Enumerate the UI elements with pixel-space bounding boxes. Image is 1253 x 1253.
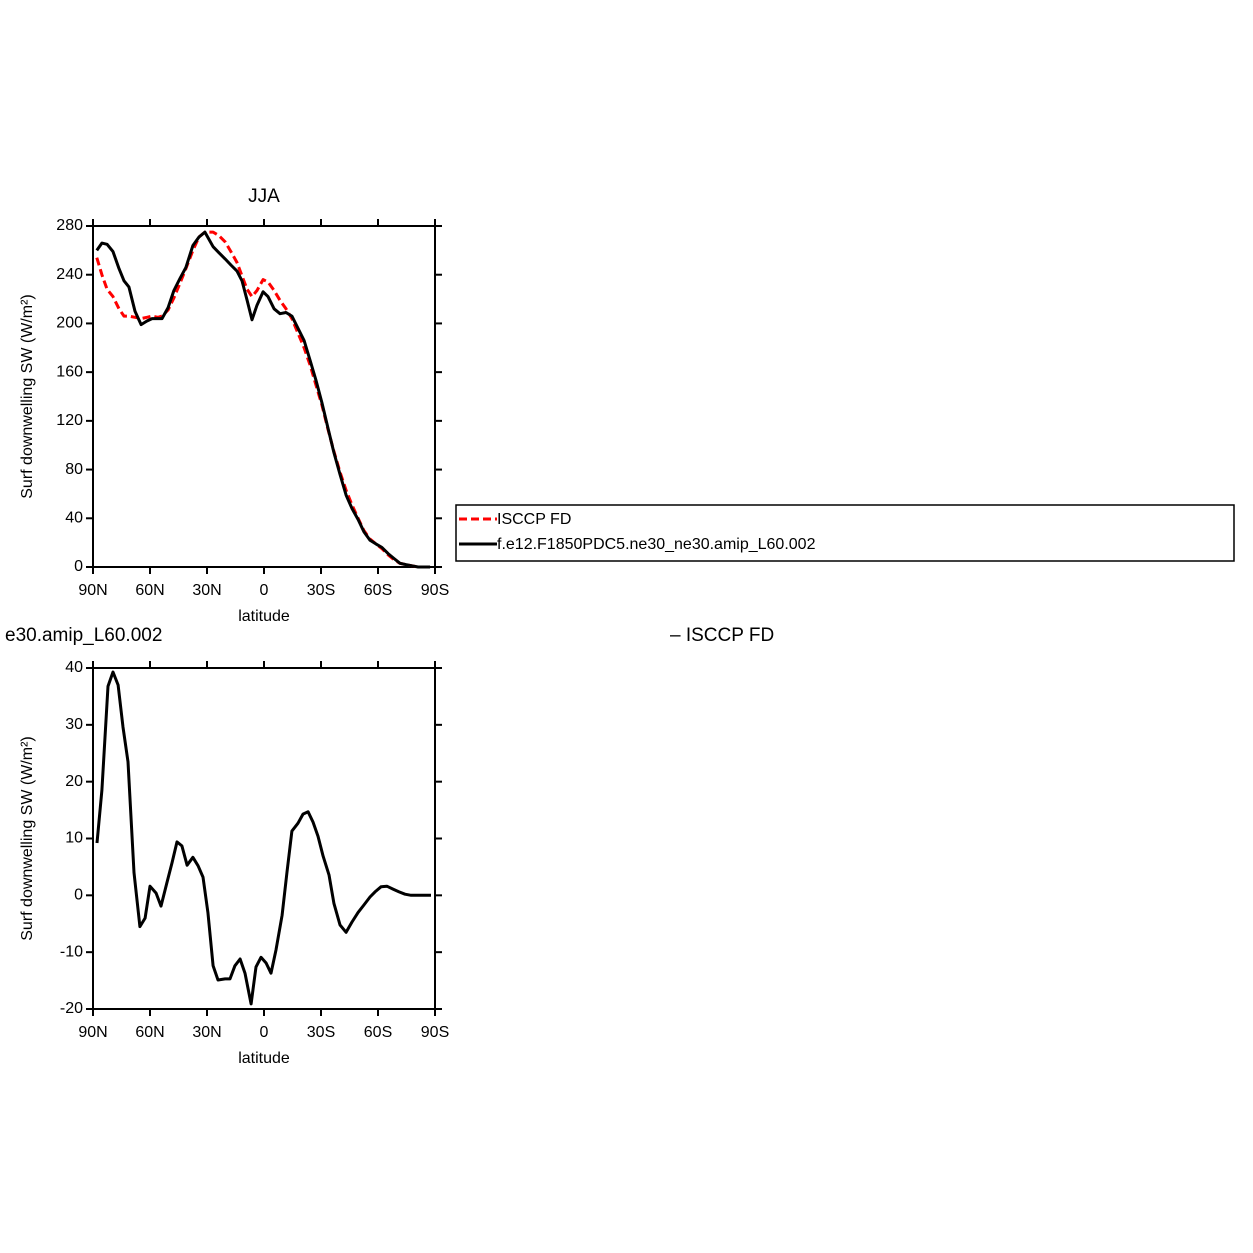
- plot-frame: [92, 667, 436, 1010]
- series-line: [95, 230, 431, 569]
- y-tick-label: 40: [65, 659, 83, 676]
- series-line: [95, 230, 431, 569]
- y-tick-label: -20: [60, 1000, 83, 1017]
- x-tick-label: 30S: [307, 582, 335, 599]
- x-tick-label: 0: [260, 582, 269, 599]
- x-tick-label: 60N: [135, 1024, 164, 1041]
- plot-frame: [92, 225, 436, 568]
- y-axis-label: Surf downwelling SW (W/m²): [19, 736, 36, 940]
- x-tick-label: 60S: [364, 582, 392, 599]
- y-tick-label: 80: [65, 461, 83, 478]
- chart-title: JJA: [248, 186, 280, 207]
- x-tick-label: 90N: [78, 1024, 107, 1041]
- y-axis-label: Surf downwelling SW (W/m²): [19, 294, 36, 498]
- x-tick-label: 60S: [364, 1024, 392, 1041]
- y-tick-label: 0: [74, 887, 83, 904]
- y-tick-label: 10: [65, 830, 83, 847]
- y-tick-label: 0: [74, 558, 83, 575]
- x-tick-label: 90S: [421, 582, 449, 599]
- y-tick-label: 30: [65, 716, 83, 733]
- annotation: – ISCCP FD: [670, 625, 774, 646]
- y-tick-label: 280: [56, 217, 83, 234]
- x-tick-label: 30N: [192, 582, 221, 599]
- x-tick-label: 90S: [421, 1024, 449, 1041]
- legend-label: ISCCP FD: [497, 511, 571, 528]
- x-tick-label: 30S: [307, 1024, 335, 1041]
- x-tick-label: 0: [260, 1024, 269, 1041]
- series-line: [95, 670, 431, 1006]
- y-tick-label: -10: [60, 943, 83, 960]
- x-tick-label: 90N: [78, 582, 107, 599]
- chart-title: e30.amip_L60.002: [5, 625, 162, 646]
- legend-box: [455, 504, 1235, 562]
- legend-label: f.e12.F1850PDC5.ne30_ne30.amip_L60.002: [497, 536, 816, 553]
- x-tick-label: 60N: [135, 582, 164, 599]
- y-tick-label: 240: [56, 266, 83, 283]
- y-tick-label: 40: [65, 510, 83, 527]
- y-tick-label: 200: [56, 315, 83, 332]
- y-tick-label: 120: [56, 412, 83, 429]
- y-tick-label: 20: [65, 773, 83, 790]
- x-axis-label: latitude: [238, 1050, 290, 1067]
- x-axis-label: latitude: [238, 608, 290, 625]
- x-tick-label: 30N: [192, 1024, 221, 1041]
- y-tick-label: 160: [56, 363, 83, 380]
